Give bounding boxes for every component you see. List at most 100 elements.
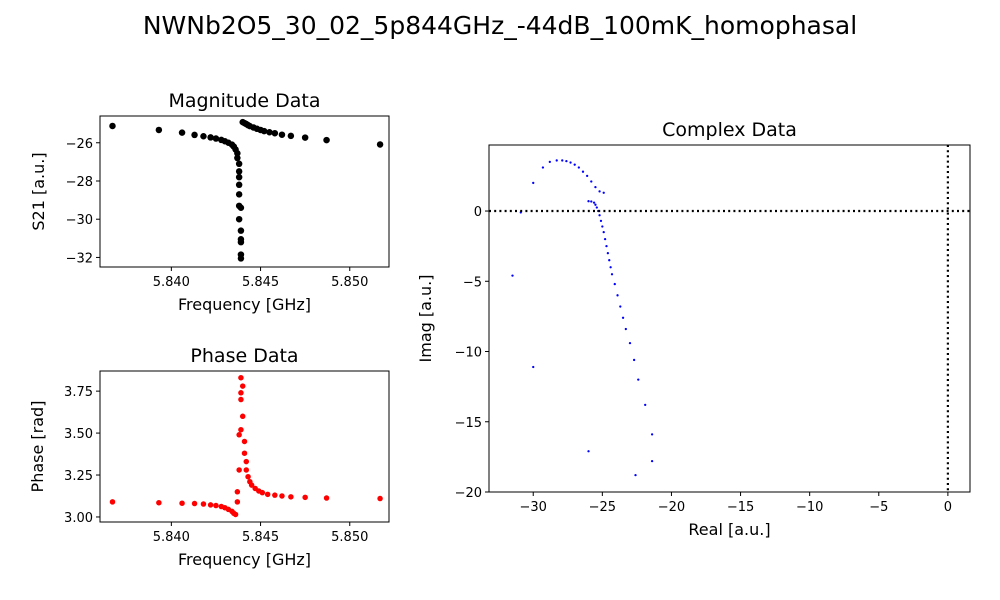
complex-ytick-label: −5 xyxy=(463,275,482,290)
phase-point xyxy=(302,494,308,501)
magnitude-point xyxy=(200,133,207,140)
phase-xtick-label: 5.850 xyxy=(331,530,368,545)
complex-point xyxy=(511,274,514,277)
magnitude-point xyxy=(237,238,245,246)
phase-point xyxy=(156,499,162,506)
magnitude-ylabel: S21 [a.u.] xyxy=(29,152,48,230)
complex-point xyxy=(592,201,596,204)
magnitude-point xyxy=(301,134,309,141)
phase-point xyxy=(200,501,207,507)
phase-point xyxy=(279,493,285,499)
phase-axes-frame xyxy=(99,370,390,523)
complex-point xyxy=(595,206,598,209)
magnitude-point xyxy=(235,191,243,198)
complex-point xyxy=(628,341,632,345)
complex-xlabel: Real [a.u.] xyxy=(688,520,770,539)
magnitude-point xyxy=(235,181,243,189)
phase-point xyxy=(288,494,294,500)
phase-ytick-label: 3.00 xyxy=(64,511,93,526)
complex-point xyxy=(634,473,637,477)
phase-ytick-label: 3.25 xyxy=(64,469,93,484)
complex-point xyxy=(541,166,545,169)
phase-point xyxy=(239,383,246,389)
magnitude-point xyxy=(178,129,186,136)
magnitude-panel: 5.840 5.845 5.850 −32 −30 −28 −26 Magnitude Dat… xyxy=(29,90,390,314)
complex-point xyxy=(650,459,654,463)
complex-point xyxy=(532,365,535,369)
magnitude-point xyxy=(287,132,295,140)
phase-xtick-label: 5.845 xyxy=(242,530,279,545)
complex-point xyxy=(581,170,585,173)
complex-point xyxy=(598,214,601,217)
complex-point xyxy=(594,186,597,189)
complex-ylabel: Imag [a.u.] xyxy=(416,275,435,363)
magnitude-point xyxy=(271,129,279,137)
phase-points xyxy=(109,374,383,518)
complex-xtick-label: −15 xyxy=(727,500,754,515)
magnitude-point xyxy=(234,150,241,157)
complex-point xyxy=(594,203,597,206)
complex-point xyxy=(601,225,604,228)
complex-point xyxy=(548,160,551,164)
phase-point xyxy=(241,438,248,445)
complex-xtick-label: −10 xyxy=(796,500,823,515)
phase-point xyxy=(243,458,250,465)
complex-ytick-label: 0 xyxy=(474,205,482,220)
phase-point xyxy=(377,495,383,502)
complex-axes-frame xyxy=(488,144,971,493)
complex-point xyxy=(650,433,654,436)
phase-point xyxy=(238,426,244,433)
phase-ytick-label: 3.75 xyxy=(64,385,93,400)
complex-ytick-label: −10 xyxy=(455,346,482,361)
complex-point xyxy=(569,161,572,164)
complex-xtick-label: −30 xyxy=(520,500,547,515)
magnitude-point xyxy=(109,122,116,130)
magnitude-point xyxy=(235,160,243,168)
phase-point xyxy=(207,502,214,508)
complex-point xyxy=(605,245,608,248)
complex-point xyxy=(590,200,593,203)
magnitude-xtick-label: 5.850 xyxy=(331,275,368,290)
complex-point xyxy=(603,237,607,241)
magnitude-xtick-label: 5.845 xyxy=(242,275,279,290)
magnitude-point xyxy=(235,173,243,181)
complex-point xyxy=(602,191,605,194)
magnitude-point xyxy=(376,141,384,148)
phase-point xyxy=(239,413,246,420)
phase-point xyxy=(191,500,198,507)
phase-title: Phase Data xyxy=(190,345,298,367)
phase-point xyxy=(259,489,266,496)
magnitude-point xyxy=(237,255,245,262)
magnitude-point xyxy=(212,135,220,142)
magnitude-point xyxy=(235,215,243,223)
complex-point xyxy=(606,252,610,255)
phase-point xyxy=(234,489,241,495)
complex-point xyxy=(599,219,603,223)
magnitude-point xyxy=(155,126,163,134)
complex-ytick-label: −15 xyxy=(455,416,482,431)
phase-point xyxy=(264,491,271,498)
complex-point xyxy=(619,305,622,308)
phase-point xyxy=(179,500,185,506)
phase-point xyxy=(236,432,242,438)
complex-point xyxy=(561,159,564,162)
phase-ytick-label: 3.50 xyxy=(64,427,93,442)
complex-point xyxy=(637,378,640,381)
magnitude-point xyxy=(191,131,198,139)
phase-xlabel: Frequency [GHz] xyxy=(178,550,311,569)
complex-point xyxy=(590,180,593,183)
complex-point xyxy=(585,174,589,178)
magnitude-ytick-label: −26 xyxy=(66,137,93,152)
phase-point xyxy=(213,502,219,509)
complex-xtick-label: −5 xyxy=(869,500,888,515)
magnitude-xtick-label: 5.840 xyxy=(153,275,190,290)
phase-point xyxy=(238,374,244,381)
phase-xtick-label: 5.840 xyxy=(153,530,190,545)
phase-point xyxy=(323,495,330,501)
complex-point xyxy=(608,259,611,262)
magnitude-xlabel: Frequency [GHz] xyxy=(178,295,311,314)
magnitude-point xyxy=(278,131,286,138)
complex-ytick-label: −20 xyxy=(455,486,482,501)
magnitude-ytick-label: −32 xyxy=(66,251,93,266)
